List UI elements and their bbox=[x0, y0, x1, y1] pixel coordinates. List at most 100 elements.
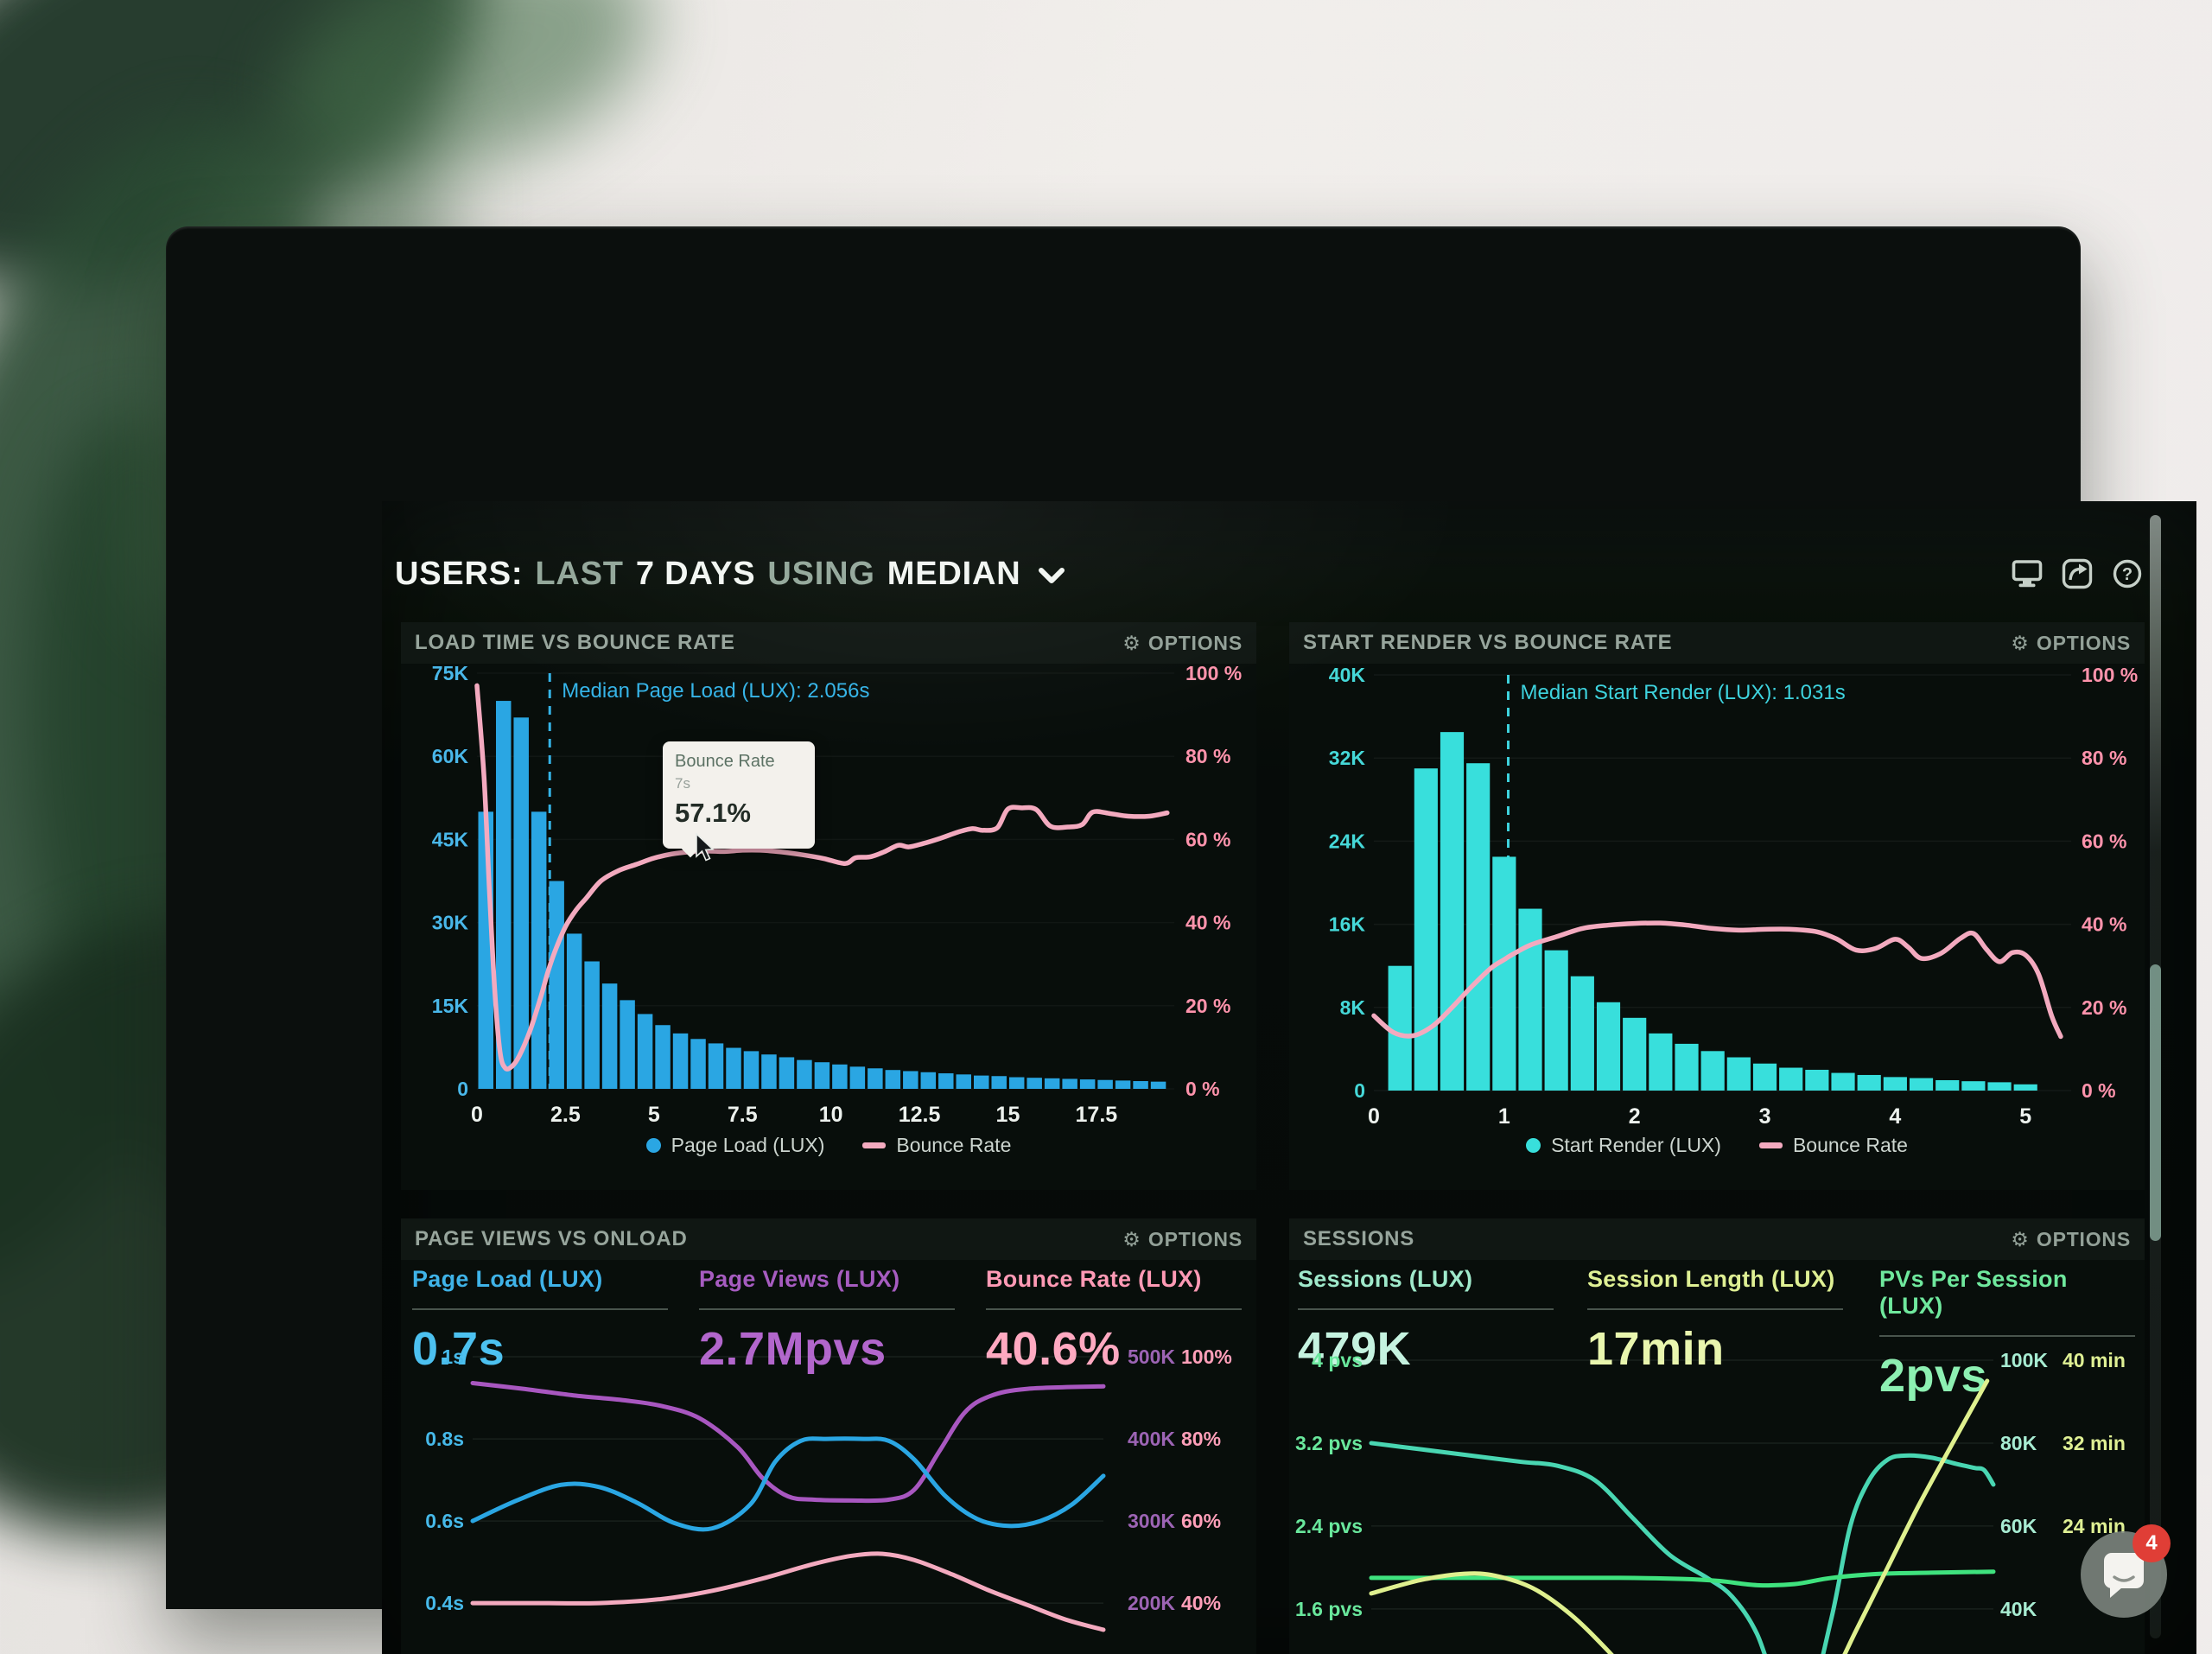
svg-text:30K: 30K bbox=[432, 912, 469, 934]
legend-item: Bounce Rate bbox=[1758, 1134, 1908, 1157]
chevron-down-icon[interactable] bbox=[1038, 568, 1065, 585]
laptop: MacBook Pro USERS: LAST 7 DAYS USING MED… bbox=[166, 226, 2196, 1654]
metric-pvs-per-session: PVs Per Session (LUX) 2pvs bbox=[1879, 1266, 2135, 1403]
metric-session-length: Session Length (LUX) 17min bbox=[1587, 1266, 1843, 1376]
svg-text:75K: 75K bbox=[432, 663, 469, 684]
title-part: MEDIAN bbox=[887, 555, 1021, 592]
metric-underline bbox=[1298, 1308, 1554, 1310]
panel-header: LOAD TIME VS BOUNCE RATE ⚙ OPTIONS bbox=[401, 622, 1256, 664]
svg-text:40 %: 40 % bbox=[1185, 912, 1230, 934]
panel-header: PAGE VIEWS VS ONLOAD ⚙ OPTIONS bbox=[401, 1218, 1256, 1260]
metric-row: Page Load (LUX) 0.7s Page Views (LUX) 2.… bbox=[401, 1266, 1256, 1378]
svg-text:0: 0 bbox=[1354, 1079, 1365, 1102]
gear-icon: ⚙ bbox=[1122, 631, 1141, 654]
metric-sessions: Sessions (LUX) 479K bbox=[1298, 1266, 1554, 1376]
chart-legend: Page Load (LUX) Bounce Rate bbox=[401, 1134, 1256, 1157]
svg-text:2: 2 bbox=[1629, 1104, 1641, 1129]
svg-text:15: 15 bbox=[996, 1103, 1020, 1127]
panel-sessions: SESSIONS ⚙ OPTIONS Sessions (LUX) 479K S… bbox=[1289, 1218, 2145, 1654]
svg-text:40K: 40K bbox=[1329, 664, 1366, 686]
metric-page-load: Page Load (LUX) 0.7s bbox=[412, 1266, 668, 1376]
options-button[interactable]: ⚙ OPTIONS bbox=[1122, 631, 1243, 654]
panel-page-views-vs-onload: PAGE VIEWS VS ONLOAD ⚙ OPTIONS Page Load… bbox=[401, 1218, 1256, 1654]
legend-item: Start Render (LUX) bbox=[1526, 1134, 1721, 1157]
svg-text:80%: 80% bbox=[1181, 1428, 1221, 1450]
title-part: USERS: bbox=[395, 555, 524, 592]
scrollbar-track[interactable] bbox=[2150, 515, 2161, 1638]
share-icon[interactable] bbox=[2062, 558, 2093, 589]
svg-text:7.5: 7.5 bbox=[728, 1103, 758, 1127]
svg-text:0 %: 0 % bbox=[2082, 1079, 2116, 1102]
title-part: USING bbox=[767, 555, 875, 592]
legend-dot-icon bbox=[1526, 1138, 1541, 1153]
svg-text:4: 4 bbox=[1889, 1104, 1901, 1129]
svg-text:20 %: 20 % bbox=[2082, 996, 2126, 1019]
legend-dash-icon bbox=[1758, 1142, 1783, 1148]
svg-text:2.4 pvs: 2.4 pvs bbox=[1295, 1515, 1363, 1537]
display-icon[interactable] bbox=[2012, 558, 2043, 589]
page-views-onload-chart[interactable]: 1s 500K 100% 0.8s 400K 80% 0.6s 300K 60% 0.4s 200K… bbox=[401, 1341, 1256, 1654]
svg-text:45K: 45K bbox=[432, 828, 469, 850]
metric-page-views: Page Views (LUX) 2.7Mpvs bbox=[699, 1266, 955, 1376]
svg-text:1.6 pvs: 1.6 pvs bbox=[1295, 1598, 1363, 1620]
svg-text:15K: 15K bbox=[432, 995, 469, 1017]
svg-text:Median Start Render (LUX): 1.0: Median Start Render (LUX): 1.031s bbox=[1521, 681, 1846, 704]
metric-underline bbox=[699, 1308, 955, 1310]
svg-text:80 %: 80 % bbox=[2082, 747, 2126, 769]
svg-text:?: ? bbox=[2122, 565, 2133, 584]
scrollbar-thumb[interactable] bbox=[2150, 964, 2161, 1241]
svg-text:40 min: 40 min bbox=[2063, 1349, 2126, 1371]
sessions-chart[interactable]: 4 pvs 100K 40 min 3.2 pvs 80K 32 min 2.4 pvs 60… bbox=[1289, 1341, 2145, 1654]
svg-text:0 %: 0 % bbox=[1185, 1078, 1220, 1100]
svg-text:200K: 200K bbox=[1128, 1592, 1175, 1614]
svg-text:100%: 100% bbox=[1181, 1345, 1232, 1368]
chat-launcher[interactable]: 4 bbox=[2081, 1524, 2171, 1618]
svg-text:100K: 100K bbox=[2000, 1349, 2048, 1371]
svg-text:2.5: 2.5 bbox=[550, 1103, 581, 1127]
svg-text:100 %: 100 % bbox=[1185, 663, 1242, 684]
svg-text:40%: 40% bbox=[1181, 1592, 1221, 1614]
metric-underline bbox=[1587, 1308, 1843, 1310]
svg-text:20 %: 20 % bbox=[1185, 995, 1230, 1017]
help-icon[interactable]: ? bbox=[2112, 558, 2143, 589]
start-render-chart[interactable]: 0 0 % 8K 20 % 16K 40 % 24K 60 % 32K 80 % 40K 100 % M… bbox=[1289, 663, 2145, 1129]
svg-text:0.6s: 0.6s bbox=[425, 1510, 464, 1532]
panel-title: START RENDER VS BOUNCE RATE bbox=[1303, 631, 1673, 654]
svg-text:12.5: 12.5 bbox=[899, 1103, 941, 1127]
svg-text:32 min: 32 min bbox=[2063, 1432, 2126, 1454]
legend-item: Bounce Rate bbox=[862, 1134, 1011, 1157]
svg-text:300K: 300K bbox=[1128, 1510, 1175, 1532]
panel-load-time-vs-bounce-rate: LOAD TIME VS BOUNCE RATE ⚙ OPTIONS 0 0 % 1… bbox=[401, 622, 1256, 1190]
svg-text:60 %: 60 % bbox=[2082, 830, 2126, 852]
options-button[interactable]: ⚙ OPTIONS bbox=[2011, 631, 2131, 654]
panel-start-render-vs-bounce-rate: START RENDER VS BOUNCE RATE ⚙ OPTIONS 0 0… bbox=[1289, 622, 2145, 1190]
metric-bounce-rate: Bounce Rate (LUX) 40.6% bbox=[986, 1266, 1242, 1376]
gear-icon: ⚙ bbox=[1122, 1227, 1141, 1250]
load-time-chart[interactable]: 0 0 % 15K 20 % 30K 40 % 45K 60 % 60K 80 % 75K 100 %… bbox=[401, 663, 1256, 1129]
panel-title: PAGE VIEWS VS ONLOAD bbox=[415, 1227, 688, 1250]
svg-text:60K: 60K bbox=[2000, 1515, 2037, 1537]
panel-header: START RENDER VS BOUNCE RATE ⚙ OPTIONS bbox=[1289, 622, 2145, 664]
svg-text:400K: 400K bbox=[1128, 1428, 1175, 1450]
mouse-cursor-icon bbox=[696, 833, 715, 862]
svg-text:3: 3 bbox=[1759, 1104, 1771, 1129]
svg-text:5: 5 bbox=[648, 1103, 660, 1127]
svg-text:10: 10 bbox=[819, 1103, 843, 1127]
chart-legend: Start Render (LUX) Bounce Rate bbox=[1289, 1134, 2145, 1157]
hover-tooltip: Bounce Rate 7s 57.1% bbox=[663, 741, 815, 858]
svg-text:8K: 8K bbox=[1340, 996, 1366, 1019]
options-button[interactable]: ⚙ OPTIONS bbox=[1122, 1227, 1243, 1250]
legend-dash-icon bbox=[862, 1142, 887, 1148]
svg-text:1s: 1s bbox=[442, 1345, 464, 1368]
svg-text:60%: 60% bbox=[1181, 1510, 1221, 1532]
legend-dot-icon bbox=[645, 1138, 661, 1153]
svg-text:40K: 40K bbox=[2000, 1598, 2037, 1620]
svg-text:60 %: 60 % bbox=[1185, 828, 1230, 850]
title-part: LAST bbox=[535, 555, 624, 592]
options-button[interactable]: ⚙ OPTIONS bbox=[2011, 1227, 2131, 1250]
svg-text:4 pvs: 4 pvs bbox=[1312, 1349, 1363, 1371]
panel-header: SESSIONS ⚙ OPTIONS bbox=[1289, 1218, 2145, 1260]
svg-text:0: 0 bbox=[471, 1103, 483, 1127]
svg-text:24K: 24K bbox=[1329, 830, 1366, 852]
panel-title: LOAD TIME VS BOUNCE RATE bbox=[415, 631, 735, 654]
